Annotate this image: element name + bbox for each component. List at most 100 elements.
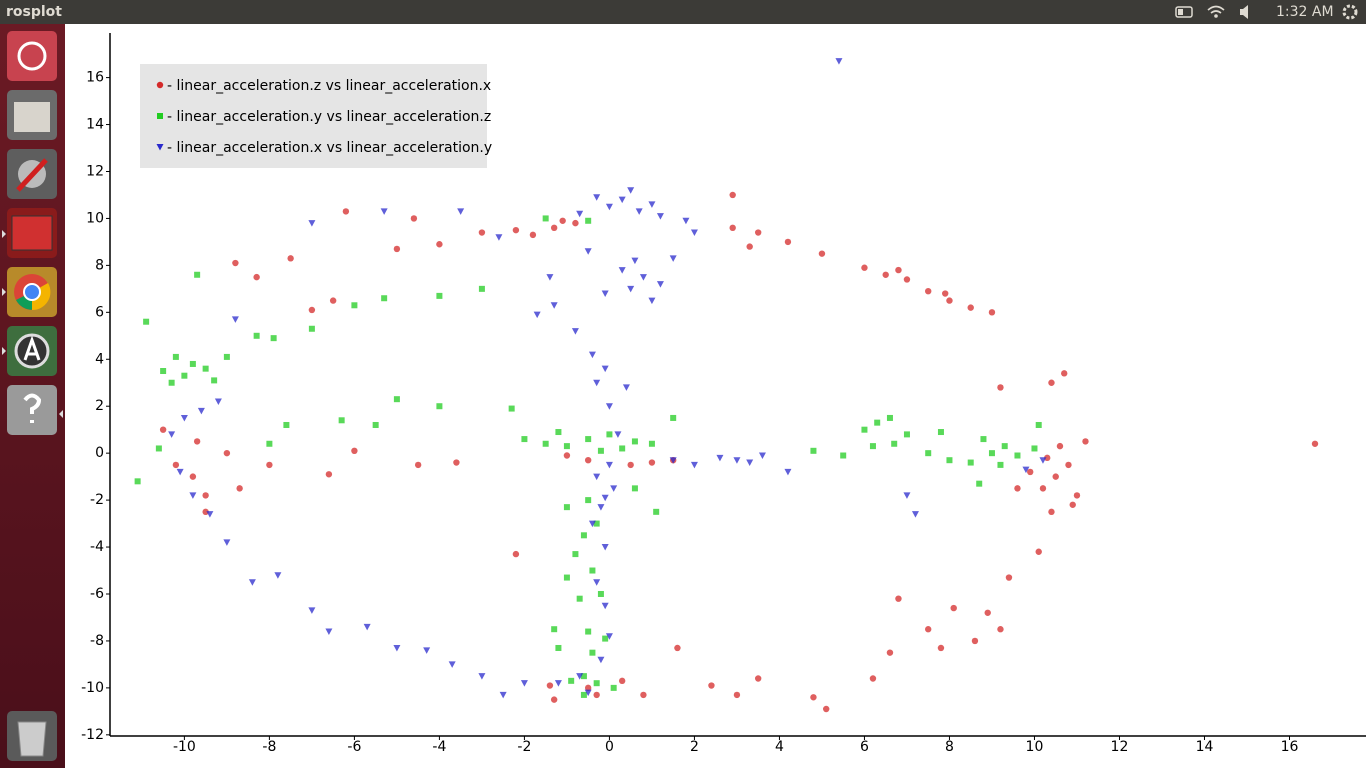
point: [248, 579, 256, 586]
point: [197, 407, 205, 415]
point: [895, 595, 902, 602]
legend: [140, 64, 487, 168]
point: [593, 194, 601, 201]
point: [601, 290, 609, 298]
point: [937, 644, 945, 652]
point: [211, 377, 218, 384]
point: [593, 680, 600, 687]
point: [155, 445, 162, 452]
point: [822, 705, 830, 713]
point: [448, 661, 456, 668]
point: [1048, 379, 1055, 386]
point: [160, 368, 167, 375]
point: [733, 691, 741, 699]
point: [576, 673, 584, 680]
point: [818, 250, 826, 257]
point: [380, 208, 388, 215]
point: [143, 318, 150, 325]
point: [1065, 461, 1072, 469]
point: [529, 231, 537, 239]
point: [874, 419, 881, 426]
point: [194, 271, 201, 278]
y-tick-label: 0: [95, 445, 104, 461]
point: [640, 691, 647, 699]
point: [597, 656, 605, 664]
point: [605, 461, 613, 469]
question-glyph: [23, 393, 42, 423]
point: [729, 191, 736, 199]
battery-icon[interactable]: [1175, 6, 1193, 18]
point: [1048, 508, 1055, 516]
point: [270, 335, 277, 342]
legend-marker: [156, 81, 164, 89]
x-tick-label: 12: [1111, 739, 1129, 755]
y-tick-label: -4: [90, 539, 104, 555]
point: [1039, 485, 1047, 492]
trash-bin: [17, 721, 47, 757]
point: [746, 459, 754, 467]
ubuntu-logo: [17, 41, 47, 71]
point: [393, 644, 401, 652]
point: [627, 461, 634, 469]
point: [597, 504, 605, 511]
point: [393, 396, 400, 403]
point: [593, 691, 600, 699]
launcher-icons: [7, 31, 57, 761]
point: [648, 297, 656, 305]
volume-icon[interactable]: [1240, 5, 1248, 19]
settings-icon[interactable]: [1342, 4, 1358, 20]
y-tick-label: 10: [86, 210, 104, 226]
top-panel: [0, 0, 1366, 24]
ubuntu-button[interactable]: [7, 31, 57, 81]
point: [585, 217, 592, 224]
point: [869, 443, 876, 450]
point: [925, 450, 932, 457]
point: [253, 273, 260, 281]
clock[interactable]: 1:32 AM: [1276, 4, 1334, 20]
point: [223, 353, 230, 360]
point: [690, 461, 698, 469]
point: [572, 551, 579, 558]
point: [436, 292, 443, 299]
point: [682, 217, 690, 225]
point: [895, 266, 902, 274]
point: [588, 351, 596, 359]
x-tick-label: 0: [605, 739, 614, 755]
point: [597, 447, 604, 454]
x-tick-label: 4: [775, 739, 784, 755]
point: [495, 234, 503, 241]
point: [861, 264, 868, 271]
point: [1027, 468, 1034, 476]
point: [559, 217, 566, 224]
point: [563, 452, 571, 459]
point: [593, 379, 601, 387]
point: [614, 431, 622, 438]
point: [253, 332, 260, 339]
point: [605, 203, 613, 211]
battery-level: [1178, 9, 1183, 15]
point: [605, 633, 613, 640]
point: [690, 229, 698, 237]
point: [232, 259, 239, 267]
point: [585, 497, 592, 504]
point: [266, 440, 273, 447]
point: [708, 682, 715, 689]
point: [223, 539, 231, 546]
point: [593, 473, 601, 481]
point: [601, 544, 609, 551]
y-tick-label: -8: [90, 633, 104, 649]
point: [410, 215, 418, 222]
y-tick-label: -12: [81, 727, 104, 743]
point: [555, 429, 562, 436]
point: [584, 248, 592, 255]
wifi-icon[interactable]: [1207, 5, 1225, 14]
point: [572, 219, 579, 227]
point: [580, 673, 587, 680]
point: [176, 468, 184, 476]
point: [639, 274, 647, 281]
point: [997, 461, 1004, 468]
point: [631, 485, 638, 492]
point: [580, 532, 587, 539]
y-tick-label: 8: [95, 257, 104, 273]
point: [597, 590, 604, 597]
